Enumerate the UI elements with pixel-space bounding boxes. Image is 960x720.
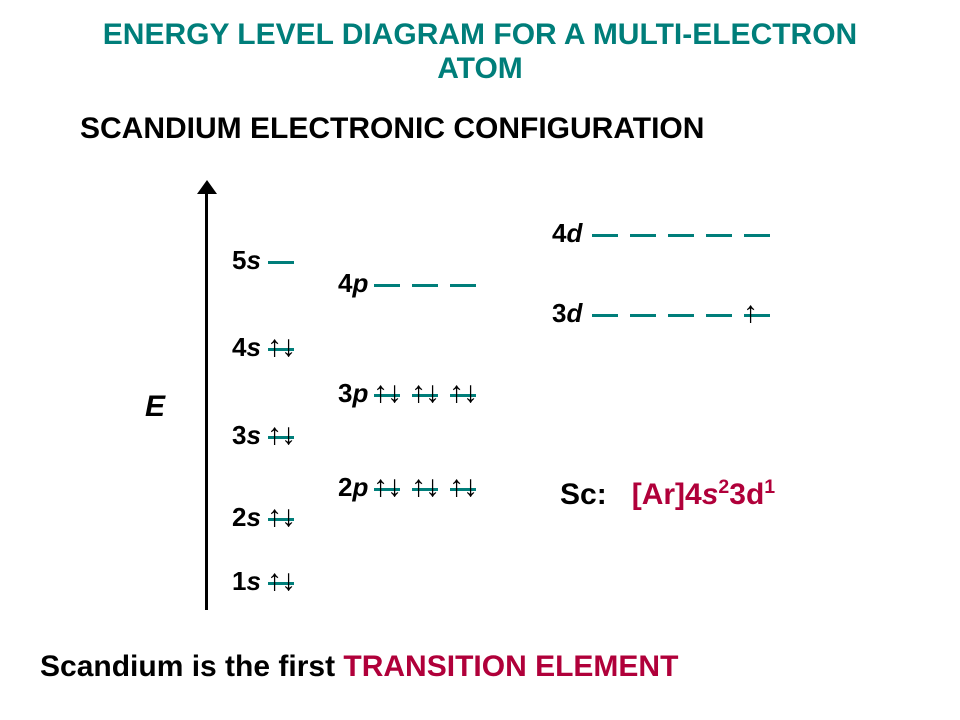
electron-down-2p-0: ↓ bbox=[387, 472, 402, 502]
electron-up-2s-0: ↑ bbox=[267, 502, 282, 532]
energy-axis-arrowhead bbox=[197, 180, 217, 194]
electron-up-1s-0: ↑ bbox=[267, 566, 282, 596]
energy-axis-label: E bbox=[145, 390, 165, 424]
orbital-slot-4d-2 bbox=[668, 234, 694, 237]
footer-note: Scandium is the first TRANSITION ELEMENT bbox=[40, 650, 678, 684]
orbital-label-2s: 2s bbox=[232, 502, 261, 533]
orbital-slot-4p-2 bbox=[450, 284, 476, 287]
orbital-label-1s: 1s bbox=[232, 566, 261, 597]
electron-down-3p-1: ↓ bbox=[425, 378, 440, 408]
electron-up-3p-0: ↑ bbox=[373, 378, 388, 408]
orbital-label-3s: 3s bbox=[232, 420, 261, 451]
orbital-label-2p: 2p bbox=[338, 472, 368, 503]
electron-down-3p-2: ↓ bbox=[463, 378, 478, 408]
electron-up-3p-2: ↑ bbox=[449, 378, 464, 408]
electron-down-2s-0: ↓ bbox=[281, 502, 296, 532]
subtitle: SCANDIUM ELECTRONIC CONFIGURATION bbox=[80, 112, 704, 146]
orbital-slot-3d-0 bbox=[592, 314, 618, 317]
orbital-label-3p: 3p bbox=[338, 378, 368, 409]
orbital-slot-3d-2 bbox=[668, 314, 694, 317]
electron-up-3d-4: ↑ bbox=[743, 298, 758, 328]
orbital-label-4d: 4d bbox=[552, 218, 582, 249]
orbital-slot-3d-1 bbox=[630, 314, 656, 317]
electron-down-2p-1: ↓ bbox=[425, 472, 440, 502]
orbital-slot-5s-0 bbox=[268, 261, 294, 264]
orbital-slot-4d-4 bbox=[744, 234, 770, 237]
orbital-slot-4d-3 bbox=[706, 234, 732, 237]
electron-up-3p-1: ↑ bbox=[411, 378, 426, 408]
orbital-label-3d: 3d bbox=[552, 298, 582, 329]
page-title: ENERGY LEVEL DIAGRAM FOR A MULTI-ELECTRO… bbox=[90, 18, 870, 86]
electron-up-2p-2: ↑ bbox=[449, 472, 464, 502]
electron-up-2p-1: ↑ bbox=[411, 472, 426, 502]
orbital-slot-4p-0 bbox=[374, 284, 400, 287]
orbital-slot-4d-0 bbox=[592, 234, 618, 237]
orbital-slot-4d-1 bbox=[630, 234, 656, 237]
electron-down-4s-0: ↓ bbox=[281, 332, 296, 362]
orbital-slot-3d-3 bbox=[706, 314, 732, 317]
electron-down-3p-0: ↓ bbox=[387, 378, 402, 408]
electron-down-1s-0: ↓ bbox=[281, 566, 296, 596]
electron-up-3s-0: ↑ bbox=[267, 420, 282, 450]
orbital-slot-4p-1 bbox=[412, 284, 438, 287]
orbital-label-5s: 5s bbox=[232, 245, 261, 276]
orbital-label-4p: 4p bbox=[338, 268, 368, 299]
electron-up-2p-0: ↑ bbox=[373, 472, 388, 502]
electron-up-4s-0: ↑ bbox=[267, 332, 282, 362]
electron-down-2p-2: ↓ bbox=[463, 472, 478, 502]
electron-down-3s-0: ↓ bbox=[281, 420, 296, 450]
energy-axis-line bbox=[205, 190, 208, 610]
orbital-label-4s: 4s bbox=[232, 332, 261, 363]
scandium-configuration: Sc: [Ar]4s23d1 bbox=[560, 478, 775, 512]
